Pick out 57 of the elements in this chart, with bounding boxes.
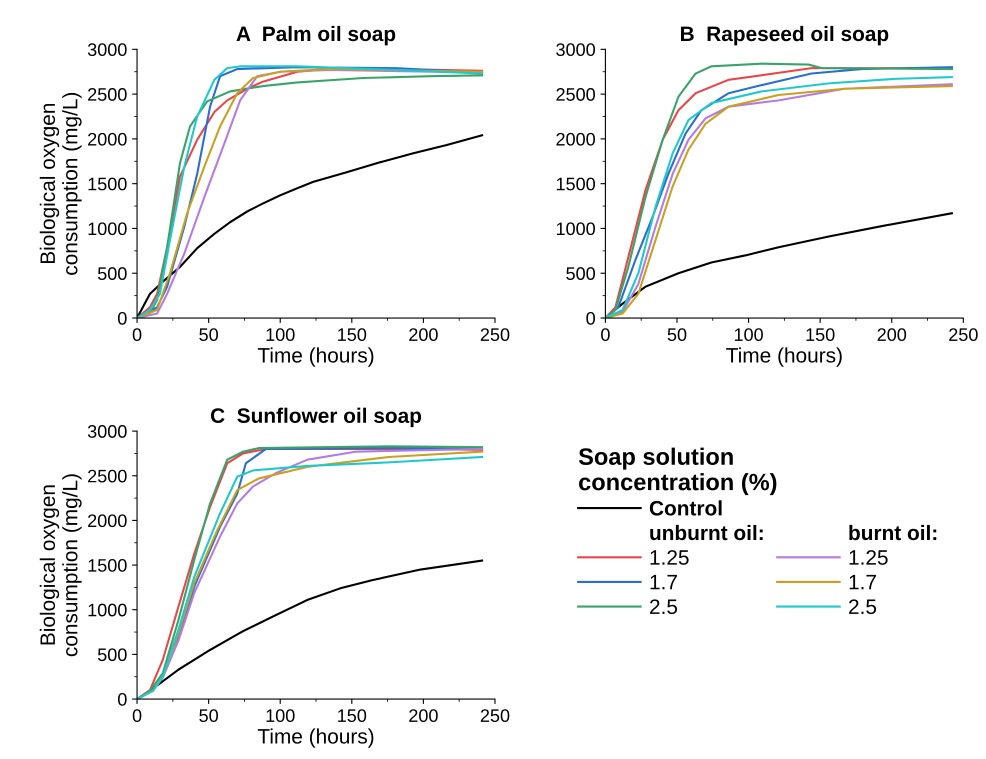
y-tick-label: 3000 (88, 425, 127, 438)
x-tick-label: 150 (338, 709, 366, 722)
x-tick-label: 250 (480, 709, 510, 722)
y-tick-label: 1000 (88, 604, 127, 616)
x-tick-label: 250 (949, 328, 978, 342)
text: unburnt oil: (650, 524, 763, 540)
x-tick-label: 200 (409, 709, 438, 722)
chart-title: A Palm oil soap (236, 26, 396, 46)
x-axis-title: Time (hours) (726, 347, 842, 367)
y-axis-title: Biological oxygen consumption (mg/L) (40, 474, 82, 656)
x-tick-label: 100 (266, 328, 295, 342)
y-tick-label: 0 (118, 312, 127, 325)
y-tick-label: 2500 (88, 88, 127, 101)
y-tick-label: 2500 (88, 470, 127, 482)
y-tick-label: 2000 (556, 132, 595, 146)
y-tick-label: 500 (566, 267, 595, 280)
legend-label: 1.7 (850, 574, 876, 590)
y-tick-label: 1000 (88, 222, 127, 236)
x-tick-label: 0 (601, 328, 610, 342)
x-tick-label: 100 (734, 328, 763, 342)
y-tick-label: 1500 (556, 178, 595, 190)
y-tick-label: 2500 (556, 88, 595, 101)
y-tick-label: 3000 (556, 43, 595, 56)
legend-label: 2.5 (650, 599, 678, 614)
y-tick-label: 2000 (88, 132, 127, 146)
x-tick-label: 50 (199, 328, 218, 342)
x-axis-title: Time (hours) (258, 728, 374, 748)
chart-title: B Rapeseed oil soap (680, 26, 888, 46)
x-axis-title: Time (hours) (258, 347, 374, 367)
y-tick-label: 2000 (88, 514, 127, 528)
x-tick-label: 250 (480, 328, 510, 342)
chart-title: C Sunflower oil soap (210, 408, 422, 428)
legend-label: 1.25 (650, 550, 689, 565)
y-tick-label: 500 (98, 267, 127, 280)
x-tick-label: 200 (409, 328, 438, 342)
y-tick-label: 1000 (556, 222, 595, 236)
legend-label: 1.7 (650, 574, 677, 590)
x-tick-label: 0 (132, 328, 142, 342)
legend-label: 2.5 (849, 599, 876, 614)
y-tick-label: 500 (98, 648, 127, 662)
text: burnt oil: (849, 524, 936, 540)
x-tick-label: 50 (668, 328, 686, 342)
legend-title: Soap solution concentration (%) (578, 448, 776, 496)
x-tick-label: 0 (132, 709, 142, 722)
x-tick-label: 100 (266, 709, 295, 722)
x-tick-label: 200 (878, 328, 906, 342)
y-tick-label: 0 (118, 692, 127, 706)
y-axis-title: Biological oxygen consumption (mg/L) (40, 92, 82, 275)
x-tick-label: 150 (338, 328, 366, 342)
y-tick-label: 1500 (88, 559, 127, 572)
y-tick-label: 1500 (88, 178, 127, 190)
x-tick-label: 50 (199, 709, 218, 722)
legend-label: Control (650, 500, 722, 516)
y-tick-label: 0 (586, 312, 595, 325)
legend-label: 1.25 (850, 550, 888, 565)
x-tick-label: 150 (806, 328, 835, 342)
y-tick-label: 3000 (88, 43, 127, 56)
